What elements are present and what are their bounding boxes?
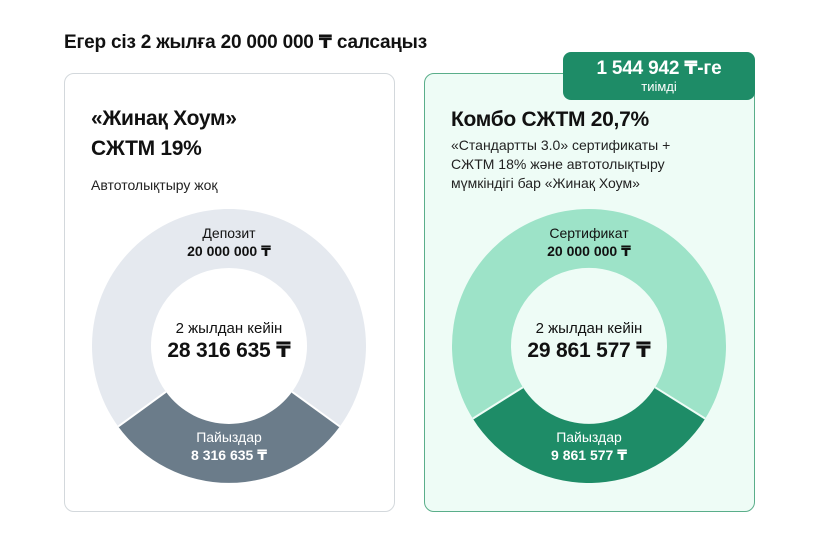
donut-svg <box>452 209 726 483</box>
card-title: «Жинақ Хоум» СЖТМ 19% <box>91 104 237 164</box>
donut-segment-deposit <box>92 209 366 427</box>
card-title-line2: СЖТМ 19% <box>91 137 202 160</box>
center-label: 2 жылдан кейін <box>535 320 643 337</box>
donut-chart-right: Сертификат 20 000 000 ₸ 2 жылдан кейін 2… <box>452 209 726 483</box>
segment-value: 9 861 577 ₸ <box>551 447 627 463</box>
card-title: Комбо СЖТМ 20,7% <box>451 108 649 131</box>
segment-label: Пайыздар <box>556 429 622 445</box>
card-combo: Комбо СЖТМ 20,7% «Стандартты 3.0» сертиф… <box>424 73 755 512</box>
segment-value: 20 000 000 ₸ <box>547 243 631 259</box>
segment-label-deposit: Депозит 20 000 000 ₸ <box>92 225 366 260</box>
center-value: 28 316 635 ₸ <box>167 339 291 362</box>
description-line: СЖТМ 18% және автотолықтыру <box>451 156 665 172</box>
donut-segment-certificate <box>452 209 726 419</box>
badge-amount: 1 544 942 ₸-ге <box>596 58 722 79</box>
segment-label-certificate: Сертификат 20 000 000 ₸ <box>452 225 726 260</box>
description-line: «Стандартты 3.0» сертификаты + <box>451 137 671 153</box>
segment-label: Сертификат <box>549 225 629 241</box>
savings-badge: 1 544 942 ₸-ге тиімді <box>563 52 755 100</box>
segment-value: 20 000 000 ₸ <box>187 243 271 259</box>
donut-segment-interest <box>472 387 706 483</box>
donut-chart-left: Депозит 20 000 000 ₸ 2 жылдан кейін 28 3… <box>92 209 366 483</box>
segment-label: Пайыздар <box>196 429 262 445</box>
description-line: мүмкіндігі бар «Жинақ Хоум» <box>451 175 640 191</box>
center-label: 2 жылдан кейін <box>175 320 283 337</box>
center-value: 29 861 577 ₸ <box>527 339 651 362</box>
badge-subtext: тиімді <box>641 79 677 94</box>
card-description: «Стандартты 3.0» сертификаты + СЖТМ 18% … <box>451 136 670 193</box>
segment-label: Депозит <box>202 225 256 241</box>
donut-svg <box>92 209 366 483</box>
segment-label-interest: Пайыздар 9 861 577 ₸ <box>452 429 726 464</box>
donut-segment-interest <box>118 391 340 483</box>
card-description: Автотолықтыру жоқ <box>91 177 218 193</box>
page-headline: Егер сіз 2 жылға 20 000 000 ₸ салсаңыз <box>64 32 427 53</box>
donut-center-total: 2 жылдан кейін 28 316 635 ₸ <box>92 319 366 363</box>
segment-label-interest: Пайыздар 8 316 635 ₸ <box>92 429 366 464</box>
card-title-line1: «Жинақ Хоум» <box>91 107 237 130</box>
card-zhinaq-home: «Жинақ Хоум» СЖТМ 19% Автотолықтыру жоқ … <box>64 73 395 512</box>
donut-center-total: 2 жылдан кейін 29 861 577 ₸ <box>452 319 726 363</box>
segment-value: 8 316 635 ₸ <box>191 447 267 463</box>
